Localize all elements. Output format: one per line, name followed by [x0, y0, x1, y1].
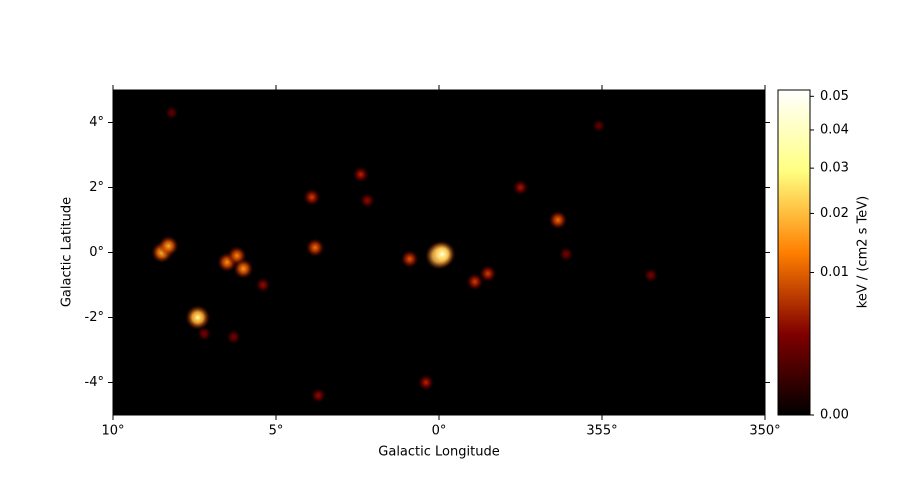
source: [185, 305, 211, 330]
colorbar-tick-label: 0.04: [820, 122, 849, 137]
source: [226, 329, 241, 345]
source: [197, 326, 212, 341]
source: [479, 265, 497, 283]
y-tick-label: 0°: [89, 245, 104, 260]
y-tick-label: 4°: [89, 115, 104, 130]
x-tick-label: 10°: [101, 424, 124, 439]
source: [303, 188, 321, 206]
x-tick-label: 5°: [269, 424, 284, 439]
colorbar-tick-label: 0.05: [820, 89, 849, 104]
y-axis-label: Galactic Latitude: [60, 197, 75, 307]
source: [466, 273, 484, 291]
x-tick-label: 0°: [432, 424, 447, 439]
source: [558, 246, 574, 262]
source: [359, 193, 375, 208]
source: [305, 238, 325, 257]
colorbar-tick-label: 0.02: [820, 206, 849, 221]
source: [400, 250, 419, 268]
source: [512, 179, 529, 196]
source: [310, 388, 326, 403]
y-tick-label: 2°: [89, 180, 104, 195]
source: [428, 240, 456, 268]
y-tick-label: -4°: [85, 375, 104, 390]
colorbar-label: keV / (cm2 s TeV): [856, 196, 871, 309]
colorbar-tick-label: 0.01: [820, 265, 849, 280]
source: [643, 268, 659, 283]
x-tick-label: 355°: [586, 424, 617, 439]
source: [591, 118, 606, 133]
source: [158, 235, 179, 257]
source: [233, 258, 254, 279]
x-axis-label: Galactic Longitude: [378, 445, 499, 460]
source: [255, 277, 271, 293]
colorbar-tick-label: 0.00: [820, 408, 849, 423]
colorbar-tick-label: 0.03: [820, 161, 849, 176]
source: [548, 210, 568, 230]
source: [352, 166, 369, 183]
colorbar-frame: [777, 89, 811, 416]
y-tick-label: -2°: [85, 310, 104, 325]
colorbar: [778, 90, 810, 415]
x-tick-label: 350°: [749, 424, 780, 439]
source: [164, 105, 179, 120]
source: [417, 374, 435, 391]
